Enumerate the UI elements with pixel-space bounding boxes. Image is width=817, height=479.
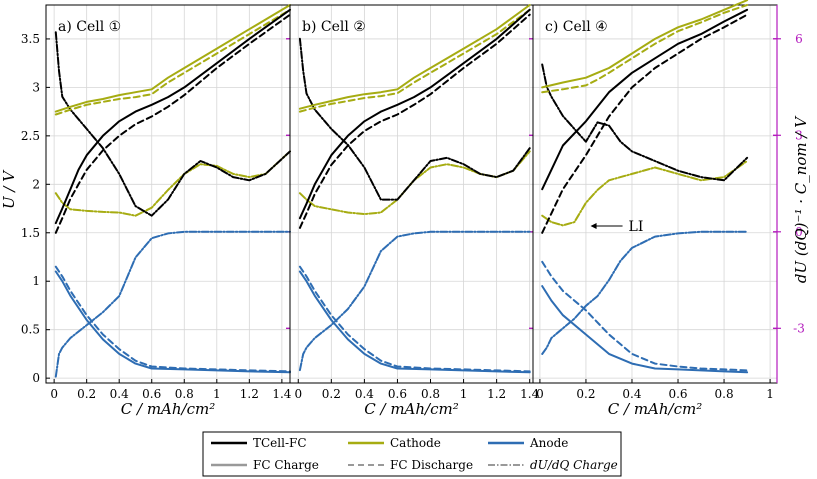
- axis-titles: U / V dU (dQ)⁻¹ · C_nom / V: [0, 115, 810, 283]
- y-right-tick-label: 0: [795, 225, 803, 239]
- x-tick-label: 0.8: [421, 387, 440, 401]
- x-axis-label: C / mAh/cm²: [121, 400, 215, 418]
- legend-box: [202, 431, 622, 477]
- cathode-discharge-line: [541, 4, 749, 94]
- cathode-charge-line: [541, 0, 749, 89]
- anode-dudq-line: [541, 230, 749, 355]
- tcell-charge-line: [298, 8, 531, 220]
- y-right-tick-label: -3: [793, 321, 805, 335]
- x-tick-label: 0: [50, 387, 58, 401]
- legend-entry-anode: Anode: [488, 436, 568, 450]
- x-tick-label: 0: [294, 387, 302, 401]
- panel-2: 0 0.2 0.4 0.6 0.8 1 1.2 1.4 C / mAh/cm² b) Cell ②: [289, 4, 540, 418]
- annotation-label: LI: [629, 219, 644, 235]
- anode-charge-line: [541, 285, 749, 374]
- anode-dudq-line: [298, 230, 531, 372]
- y-right-tick-label: 3: [795, 128, 803, 142]
- tcell-charge-line: [54, 8, 291, 225]
- y-left-tick-label: 3: [32, 80, 40, 94]
- cathode-dudq-line: [54, 150, 291, 217]
- y-right-tick-label: 6: [795, 32, 803, 46]
- x-tick-label: 1.4: [520, 387, 539, 401]
- annotation-arrowhead: [590, 223, 597, 230]
- x-tick-label: 0: [536, 387, 544, 401]
- legend-label-dudq: dU/dQ Charge: [530, 458, 618, 472]
- anode-charge-line: [298, 270, 531, 374]
- x-tick-label: 1.2: [240, 387, 259, 401]
- y-left-tick-label: 1.5: [21, 226, 40, 240]
- tcell-discharge-line: [541, 13, 749, 234]
- legend-entry-dudq: dU/dQ Charge: [488, 458, 618, 472]
- x-tick-label: 0.8: [175, 387, 194, 401]
- legend-entry-cathode: Cathode: [348, 436, 441, 450]
- y-left-label: U / V: [0, 169, 18, 209]
- legend-label-tcell: TCell-FC: [253, 436, 307, 450]
- cathode-charge-line: [298, 4, 531, 110]
- y-left-tick-label: 2.5: [21, 129, 40, 143]
- legend: TCell-FC Cathode Anode FC Charge FC Disc…: [202, 431, 622, 477]
- x-tick-label: 0.4: [622, 387, 641, 401]
- legend-label-cathode: Cathode: [390, 436, 441, 450]
- panel-title: b) Cell ②: [302, 19, 366, 35]
- cathode-charge-line: [54, 4, 291, 113]
- cathode-discharge-line: [298, 8, 531, 113]
- y-left-tick-label: 0: [32, 371, 40, 385]
- y-left-tick-label: 0.5: [21, 323, 40, 337]
- panel-title: c) Cell ④: [545, 19, 608, 35]
- anode-dudq-line: [54, 230, 291, 378]
- x-tick-label: 0.6: [388, 387, 407, 401]
- legend-entry-tcell: TCell-FC: [211, 436, 307, 450]
- x-tick-label: 0.2: [322, 387, 341, 401]
- x-tick-label: 1: [460, 387, 468, 401]
- legend-label-fc-charge: FC Charge: [253, 458, 319, 472]
- panel-1: 0 0.2 0.4 0.6 0.8 1 1.2 1.4 C / mAh/cm² a) Cell ①…: [21, 4, 292, 418]
- x-tick-label: 0.4: [110, 387, 129, 401]
- anode-charge-line: [54, 270, 291, 374]
- tcell-dudq-line: [298, 37, 531, 201]
- legend-entry-fc-charge: FC Charge: [211, 458, 319, 472]
- x-tick-label: 1.2: [487, 387, 506, 401]
- x-axis-label: C / mAh/cm²: [608, 400, 702, 418]
- tcell-dudq-line: [541, 63, 749, 182]
- anode-discharge-line: [541, 260, 749, 372]
- cathode-dudq-line: [541, 160, 749, 227]
- panel-frame: [532, 4, 778, 384]
- legend-entry-fc-discharge: FC Discharge: [348, 458, 473, 472]
- tcell-discharge-line: [298, 13, 531, 229]
- legend-label-fc-discharge: FC Discharge: [390, 458, 473, 472]
- y-left-tick-label: 2: [32, 177, 40, 191]
- panel-frame: [45, 4, 291, 384]
- tcell-dudq-line: [54, 31, 291, 217]
- x-tick-label: 0.8: [715, 387, 734, 401]
- x-tick-label: 0.2: [576, 387, 595, 401]
- panel-3: 0 0.2 0.4 0.6 0.8 1 C / mAh/cm² c) Cell ④ -3 0 3 6 L…: [532, 0, 805, 418]
- y-left-tick-label: 1: [32, 274, 40, 288]
- tcell-discharge-line: [54, 13, 291, 234]
- tcell-charge-line: [541, 8, 749, 191]
- x-tick-label: 0.4: [355, 387, 374, 401]
- plot-panels: 0 0.2 0.4 0.6 0.8 1 1.2 1.4 C / mAh/cm² a) Cell ①…: [21, 0, 805, 418]
- x-tick-label: 0.2: [77, 387, 96, 401]
- x-tick-label: 1.4: [272, 387, 291, 401]
- x-axis-label: C / mAh/cm²: [364, 400, 458, 418]
- x-tick-label: 0.6: [142, 387, 161, 401]
- x-tick-label: 1: [213, 387, 221, 401]
- y-right-label: dU (dQ)⁻¹ · C_nom / V: [792, 115, 810, 283]
- cathode-discharge-line: [54, 8, 291, 116]
- x-tick-label: 0.6: [668, 387, 687, 401]
- legend-label-anode: Anode: [529, 436, 568, 450]
- y-left-tick-label: 3.5: [21, 32, 40, 46]
- anode-discharge-line: [298, 265, 531, 373]
- anode-discharge-line: [54, 265, 291, 373]
- panel-title: a) Cell ①: [58, 19, 121, 35]
- x-tick-label: 1: [766, 387, 774, 401]
